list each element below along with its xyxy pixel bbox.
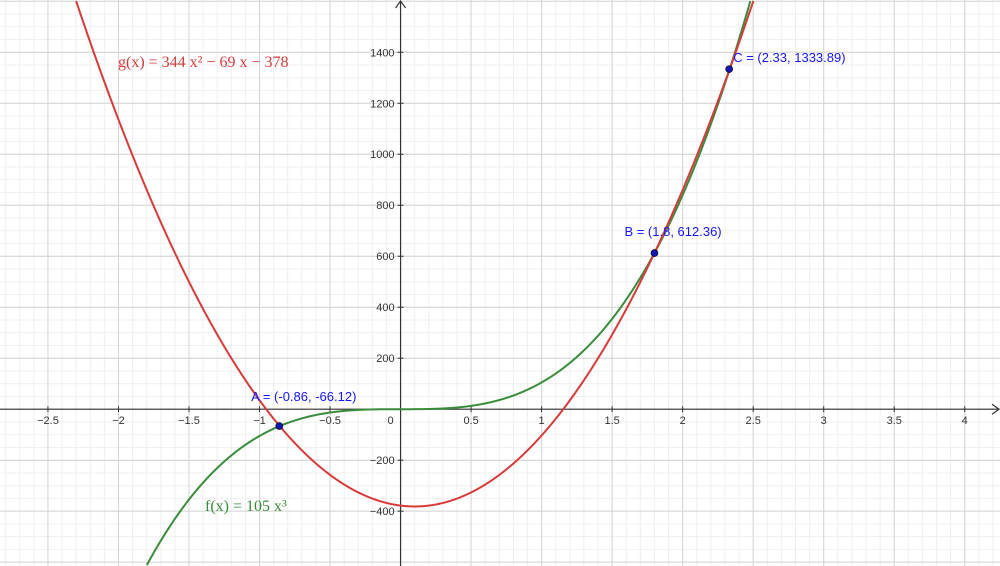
point-C-label: C = (2.33, 1333.89) (733, 50, 845, 65)
x-axis-arrow-icon (991, 403, 1000, 415)
y-tick-label: 1400 (370, 47, 394, 59)
point-C (725, 65, 733, 73)
x-tick-label: 4 (962, 415, 968, 427)
x-tick-label: 1.5 (604, 415, 619, 427)
point-A (275, 422, 284, 430)
f-curve (145, 0, 752, 566)
y-axis-arrow-icon (395, 0, 407, 9)
g-function-label: g(x) = 344 x² − 69 x − 378 (118, 54, 289, 71)
points: A = (-0.86, -66.12) B = (1.8, 612.36) C = … (251, 50, 846, 430)
x-tick-label: 2.5 (746, 415, 761, 427)
point-B-label: B = (1.8, 612.36) (624, 224, 721, 239)
y-tick-label: 800 (376, 200, 394, 212)
x-tick-label: −0.5 (319, 415, 341, 427)
y-tick-label: −400 (370, 506, 395, 518)
x-tick-label: −2 (112, 415, 125, 427)
y-tick-label: −200 (370, 455, 395, 467)
y-tick-label: 1200 (370, 98, 394, 110)
x-tick-label: 3.5 (887, 415, 902, 427)
y-tick-label: 200 (376, 353, 394, 365)
point-B (650, 249, 659, 257)
tick-labels: −2.5 −2 −1.5 −1 −0.5 0 0.5 1 1.5 2 2.5 3 3.5 4 −400 −20… (37, 47, 968, 518)
y-tick-label: 600 (376, 251, 394, 263)
y-tick-label: 400 (376, 302, 394, 314)
x-tick-label: −1.5 (178, 415, 200, 427)
x-tick-label: −1 (253, 415, 266, 427)
x-tick-label: 3 (821, 415, 827, 427)
f-function-label: f(x) = 105 x³ (205, 498, 287, 515)
g-curve (75, 0, 755, 508)
x-tick-label: −2.5 (37, 415, 59, 427)
x-tick-label: 0 (388, 415, 394, 427)
curves (75, 0, 755, 566)
x-tick-label: 2 (680, 415, 686, 427)
y-tick-label: 1000 (370, 149, 394, 161)
x-tick-label: 1 (539, 415, 545, 427)
x-tick-label: 0.5 (463, 415, 478, 427)
point-A-label: A = (-0.86, -66.12) (251, 389, 356, 404)
